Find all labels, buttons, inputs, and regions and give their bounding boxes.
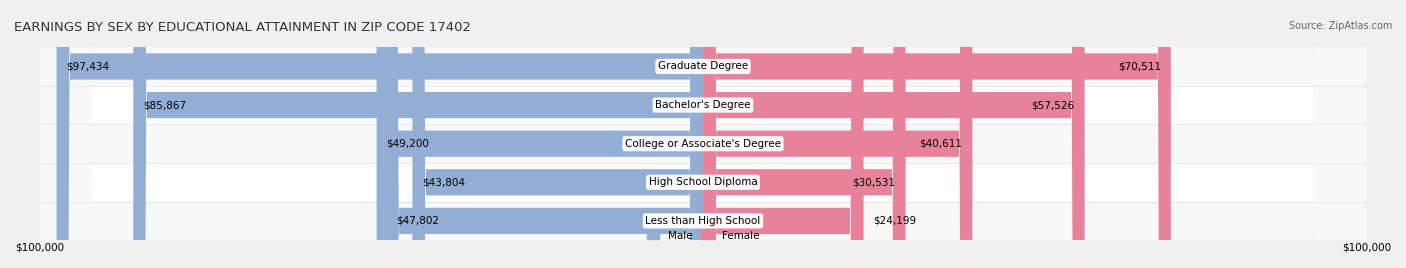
Text: $40,611: $40,611 [920, 139, 963, 149]
Text: $97,434: $97,434 [66, 61, 110, 72]
Text: Source: ZipAtlas.com: Source: ZipAtlas.com [1288, 21, 1392, 31]
Text: Graduate Degree: Graduate Degree [658, 61, 748, 72]
Text: High School Diploma: High School Diploma [648, 177, 758, 187]
Text: $30,531: $30,531 [852, 177, 896, 187]
Legend: Male, Female: Male, Female [643, 226, 763, 245]
Text: $70,511: $70,511 [1118, 61, 1161, 72]
FancyBboxPatch shape [385, 0, 703, 268]
FancyBboxPatch shape [703, 0, 973, 268]
FancyBboxPatch shape [703, 0, 905, 268]
Text: $47,802: $47,802 [396, 216, 439, 226]
Text: College or Associate's Degree: College or Associate's Degree [626, 139, 780, 149]
FancyBboxPatch shape [377, 0, 703, 268]
Text: $24,199: $24,199 [873, 216, 917, 226]
Text: $49,200: $49,200 [387, 139, 429, 149]
FancyBboxPatch shape [39, 0, 1367, 268]
FancyBboxPatch shape [703, 0, 1084, 268]
FancyBboxPatch shape [56, 0, 703, 268]
FancyBboxPatch shape [39, 0, 1367, 268]
FancyBboxPatch shape [703, 0, 863, 268]
Text: Bachelor's Degree: Bachelor's Degree [655, 100, 751, 110]
FancyBboxPatch shape [39, 0, 1367, 268]
FancyBboxPatch shape [703, 0, 1171, 268]
Text: EARNINGS BY SEX BY EDUCATIONAL ATTAINMENT IN ZIP CODE 17402: EARNINGS BY SEX BY EDUCATIONAL ATTAINMEN… [14, 21, 471, 35]
Text: $85,867: $85,867 [143, 100, 187, 110]
Text: Less than High School: Less than High School [645, 216, 761, 226]
FancyBboxPatch shape [412, 0, 703, 268]
Text: $57,526: $57,526 [1032, 100, 1074, 110]
FancyBboxPatch shape [134, 0, 703, 268]
FancyBboxPatch shape [39, 0, 1367, 268]
FancyBboxPatch shape [39, 0, 1367, 268]
Text: $43,804: $43,804 [422, 177, 465, 187]
